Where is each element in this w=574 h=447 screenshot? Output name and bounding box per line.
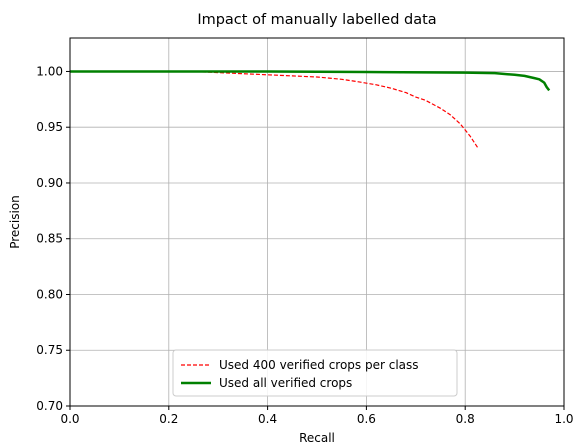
y-axis-label: Precision: [8, 195, 22, 249]
chart-title: Impact of manually labelled data: [197, 12, 436, 28]
plot-frame: [69, 37, 565, 407]
legend-label-400-crops: Used 400 verified crops per class: [219, 358, 419, 372]
x-tick-label: 1.0: [554, 412, 573, 426]
legend-label-all-crops: Used all verified crops: [219, 376, 352, 390]
y-tick-label: 0.95: [36, 120, 63, 134]
axis-ticks: 0.0 0.2 0.4 0.6 0.8 1.0 0.70 0.75 0.80 0.85 0.90 0.…: [36, 64, 573, 426]
series-line-all-crops: [70, 70, 551, 92]
x-tick-label: 0.8: [456, 412, 475, 426]
grid: [69, 38, 565, 407]
y-tick-label: 0.70: [36, 399, 63, 413]
legend-box: [172, 349, 458, 397]
y-tick-label: 0.90: [36, 176, 63, 190]
y-tick-label: 0.85: [36, 232, 63, 246]
y-tick-label: 0.75: [36, 343, 63, 357]
x-tick-label: 0.6: [357, 412, 376, 426]
y-tick-label: 1.00: [36, 64, 63, 78]
x-tick-label: 0.0: [60, 412, 79, 426]
x-axis-label: Recall: [299, 431, 335, 445]
x-tick-label: 0.2: [159, 412, 178, 426]
x-tick-label: 0.4: [258, 412, 277, 426]
series-lines: [70, 70, 551, 148]
legend: Used 400 verified crops per class Used a…: [172, 349, 458, 397]
y-tick-label: 0.80: [36, 287, 63, 301]
